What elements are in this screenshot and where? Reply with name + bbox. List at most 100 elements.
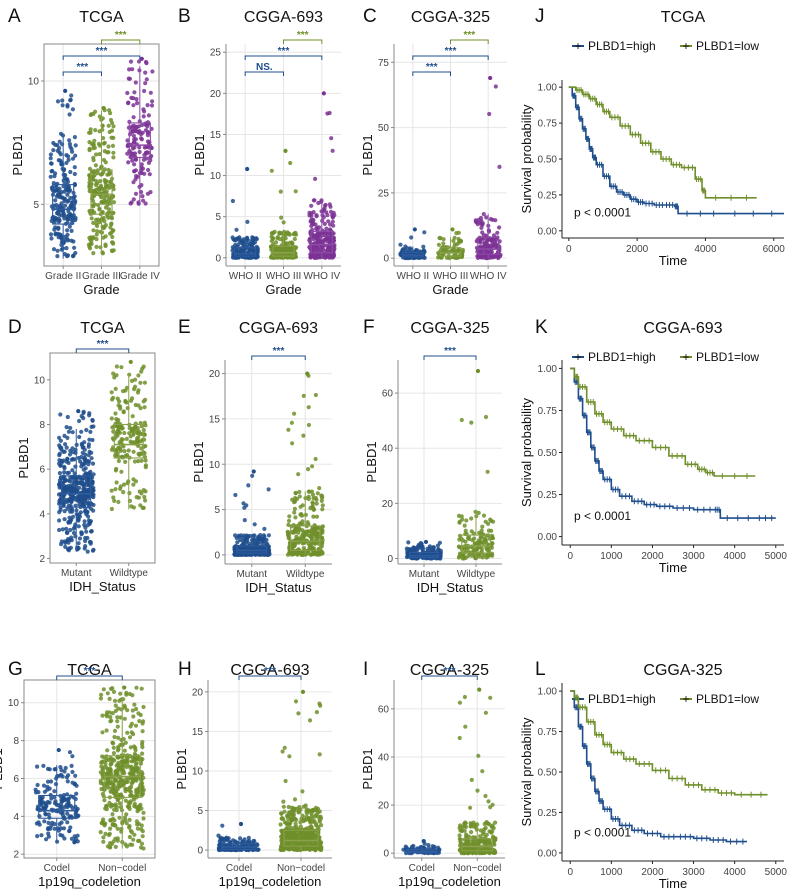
- data-point: [312, 198, 317, 203]
- data-point: [131, 115, 136, 120]
- data-point: [87, 413, 92, 418]
- data-point: [457, 520, 462, 525]
- data-point: [289, 420, 294, 425]
- x-tick-label: Mutant: [236, 569, 267, 580]
- data-point: [313, 176, 318, 181]
- data-point: [115, 836, 120, 841]
- data-point: [57, 150, 62, 155]
- data-point: [252, 533, 257, 538]
- data-point: [73, 534, 78, 539]
- x-tick-label: Wildtype: [286, 569, 325, 580]
- data-point: [124, 385, 130, 390]
- data-point: [140, 751, 145, 756]
- data-point: [111, 495, 116, 500]
- y-tick-label: 25: [378, 188, 390, 199]
- data-point: [64, 246, 69, 251]
- data-point: [133, 157, 139, 162]
- data-point: [462, 556, 467, 561]
- data-point: [93, 109, 98, 114]
- significance-label: NS.: [256, 62, 273, 73]
- data-point: [82, 499, 88, 504]
- x-tick-label: Wildtype: [457, 569, 496, 580]
- data-point: [47, 786, 52, 791]
- data-point: [56, 225, 61, 230]
- data-point: [65, 435, 70, 440]
- data-point: [287, 754, 292, 759]
- data-point: [135, 174, 140, 179]
- data-point: [99, 195, 104, 200]
- data-point: [330, 148, 335, 153]
- data-point: [65, 506, 70, 511]
- data-point: [107, 108, 112, 113]
- data-point: [255, 246, 260, 251]
- data-point: [142, 494, 147, 500]
- data-point: [487, 111, 492, 117]
- data-point: [121, 768, 126, 773]
- data-point: [315, 491, 320, 496]
- data-point: [146, 167, 151, 173]
- data-point: [290, 441, 295, 446]
- data-point: [319, 840, 324, 845]
- data-point: [464, 518, 469, 523]
- data-point: [80, 450, 85, 455]
- data-point: [315, 236, 320, 241]
- data-point: [100, 186, 105, 191]
- data-point: [53, 171, 58, 176]
- outlier-point: [475, 368, 481, 374]
- data-point: [60, 499, 65, 504]
- data-point: [138, 503, 143, 508]
- data-point: [141, 704, 146, 710]
- data-point: [80, 501, 85, 507]
- data-point: [57, 527, 62, 533]
- data-point: [140, 194, 145, 199]
- data-point: [132, 702, 137, 707]
- data-point: [489, 254, 494, 259]
- data-point: [101, 839, 106, 844]
- y-tick-label: 2: [13, 850, 19, 861]
- significance-label: ***: [278, 46, 290, 57]
- data-point: [69, 483, 74, 488]
- y-tick-label: 10: [210, 171, 222, 182]
- data-point: [89, 424, 94, 429]
- data-point: [108, 225, 113, 230]
- data-point: [137, 452, 142, 457]
- data-point: [111, 124, 116, 129]
- data-point: [65, 217, 70, 222]
- data-point: [77, 499, 82, 504]
- data-point: [72, 135, 77, 140]
- data-point: [96, 217, 101, 222]
- significance-label: ***: [445, 46, 457, 57]
- data-point: [314, 808, 319, 813]
- data-point: [61, 172, 66, 177]
- data-point: [63, 544, 68, 550]
- x-tick-label: Codel: [44, 863, 70, 874]
- box-who-iii: [272, 245, 295, 257]
- data-point: [111, 437, 116, 442]
- y-tick-label: 0: [215, 253, 221, 264]
- data-point: [144, 77, 149, 82]
- data-point: [281, 799, 286, 804]
- data-point: [308, 247, 313, 252]
- data-point: [91, 472, 96, 477]
- data-point: [95, 229, 100, 234]
- data-point: [310, 500, 315, 505]
- data-point: [279, 838, 284, 844]
- data-point: [59, 768, 64, 773]
- data-point: [330, 219, 335, 224]
- data-point: [314, 710, 319, 715]
- x-axis-label: 1p19q_codeletion: [38, 874, 141, 889]
- data-point: [309, 489, 314, 494]
- data-point: [311, 514, 316, 519]
- data-point: [70, 780, 75, 785]
- data-point: [216, 833, 221, 838]
- y-tick-label: 40: [382, 444, 394, 455]
- data-point: [110, 234, 115, 240]
- data-point: [246, 483, 251, 488]
- data-point: [63, 442, 68, 447]
- data-point: [140, 742, 145, 747]
- data-point: [280, 816, 285, 821]
- panel-label-c: C: [363, 6, 377, 27]
- data-point: [68, 169, 73, 175]
